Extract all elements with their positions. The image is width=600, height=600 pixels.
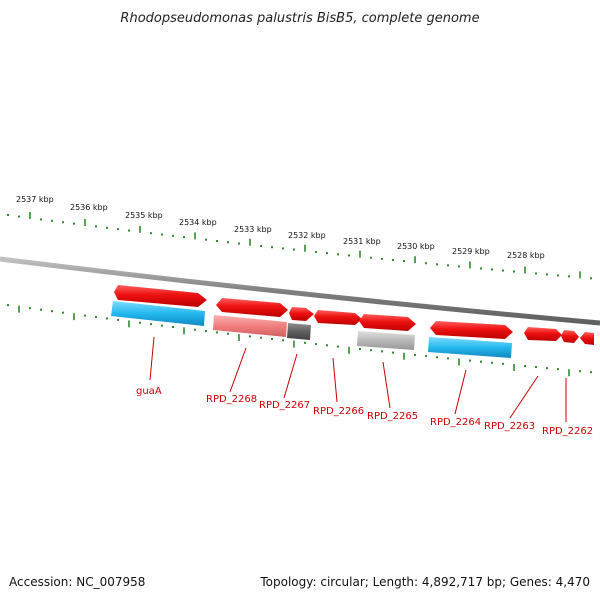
accession-text: Accession: NC_007958 xyxy=(9,575,145,589)
gene-label[interactable]: RPD_2262 xyxy=(542,426,593,437)
scale-ticks-bottom xyxy=(7,304,592,377)
gene-arrow[interactable] xyxy=(359,314,416,331)
gene-arrow[interactable] xyxy=(114,285,207,307)
map-title: Rhodopseudomonas palustris BisB5, comple… xyxy=(120,11,479,26)
gene-arrow[interactable] xyxy=(580,332,594,345)
gene-arrow[interactable] xyxy=(561,330,579,343)
gene-arrow[interactable] xyxy=(216,298,288,317)
scale-label: 2535 kbp xyxy=(125,211,163,220)
scale-label: 2530 kbp xyxy=(397,242,435,251)
cds-bar[interactable] xyxy=(428,337,512,358)
scale-labels: 2537 kbp 2536 kbp 2535 kbp 2534 kbp 2533… xyxy=(16,195,545,260)
scale-label: 2536 kbp xyxy=(70,203,108,212)
forward-genes xyxy=(114,285,594,345)
gene-arrow[interactable] xyxy=(430,321,513,339)
gene-label[interactable]: RPD_2268 xyxy=(206,394,257,405)
topology-text: Topology: circular; Length: 4,892,717 bp… xyxy=(259,575,590,589)
gene-label[interactable]: guaA xyxy=(136,386,162,397)
scale-label: 2529 kbp xyxy=(452,247,490,256)
scale-label: 2528 kbp xyxy=(507,251,545,260)
cds-features xyxy=(111,301,512,358)
gene-arrow[interactable] xyxy=(524,327,562,341)
gene-arrow[interactable] xyxy=(314,310,362,325)
scale-label: 2533 kbp xyxy=(234,225,272,234)
gene-arrow[interactable] xyxy=(289,307,314,321)
gene-label[interactable]: RPD_2266 xyxy=(313,406,364,417)
label-leaders xyxy=(149,336,567,422)
gene-label[interactable]: RPD_2263 xyxy=(484,421,535,432)
cds-bar[interactable] xyxy=(213,315,287,337)
cds-bar[interactable] xyxy=(287,323,311,340)
scale-label: 2534 kbp xyxy=(179,218,217,227)
gene-labels: guaA RPD_2268 RPD_2267 RPD_2266 RPD_2265… xyxy=(136,386,593,437)
scale-label: 2532 kbp xyxy=(288,231,326,240)
gene-label[interactable]: RPD_2265 xyxy=(367,411,418,422)
gene-label[interactable]: RPD_2264 xyxy=(430,417,481,428)
cds-bar[interactable] xyxy=(357,331,415,350)
scale-label: 2537 kbp xyxy=(16,195,54,204)
gene-label[interactable]: RPD_2267 xyxy=(259,400,310,411)
scale-label: 2531 kbp xyxy=(343,237,381,246)
scale-ticks-top xyxy=(7,211,592,280)
cds-bar[interactable] xyxy=(111,301,205,326)
genome-backbone xyxy=(0,256,600,326)
